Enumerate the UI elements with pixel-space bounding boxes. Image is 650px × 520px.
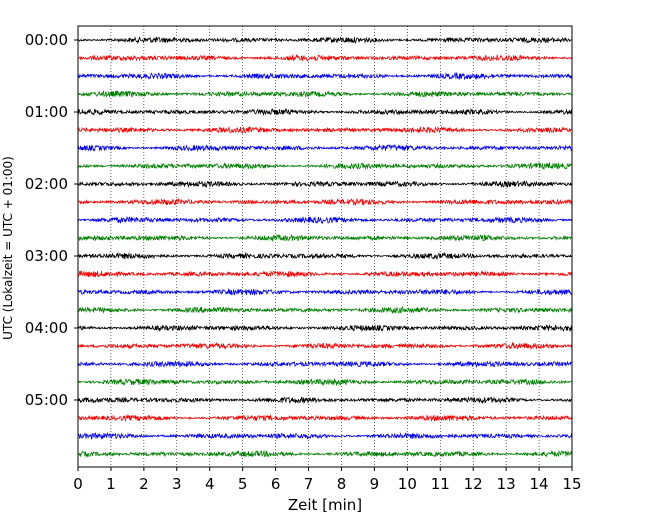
trace-row (77, 71, 573, 81)
trace-row (77, 396, 573, 405)
trace-row (77, 197, 573, 206)
x-tick-label: 3 (172, 475, 182, 493)
trace-row (77, 107, 573, 116)
trace-row (77, 143, 573, 152)
x-tick-label: 5 (238, 475, 248, 493)
trace-lines (77, 36, 573, 458)
x-tick-label: 9 (370, 475, 380, 493)
trace-row (77, 305, 573, 315)
x-tick-label: 10 (398, 475, 417, 493)
plot-frame (77, 25, 573, 468)
trace-row (77, 179, 573, 189)
trace-row (77, 215, 573, 225)
x-tick-label: 15 (562, 475, 581, 493)
trace-row (77, 54, 573, 62)
x-tick-label: 12 (464, 475, 483, 493)
trace-row (77, 161, 573, 171)
y-tick-label: 00:00 (25, 31, 68, 49)
trace-row (77, 90, 573, 99)
x-tick-label: 4 (205, 475, 215, 493)
y-tick-label: 03:00 (25, 247, 68, 265)
x-tick-label: 14 (530, 475, 549, 493)
trace-row (77, 378, 573, 387)
trace-row (77, 251, 573, 261)
y-tick-label: 02:00 (25, 175, 68, 193)
x-tick-label: 7 (304, 475, 314, 493)
trace-row (77, 323, 573, 333)
trace-row (77, 287, 573, 296)
trace-row (77, 431, 573, 440)
x-axis-label: Zeit [min] (288, 496, 362, 514)
y-tick-label: 04:00 (25, 319, 68, 337)
y-ticks: 00:00 01:00 02:00 03:00 04:00 05:00 (25, 31, 78, 409)
y-axis-label: UTC (Lokalzeit = UTC + 01:00) (1, 156, 15, 340)
x-tick-label: 0 (73, 475, 83, 493)
trace-row (77, 233, 573, 242)
x-tick-label: 2 (139, 475, 149, 493)
x-tick-label: 6 (271, 475, 281, 493)
x-tick-label: 11 (431, 475, 450, 493)
trace-row (77, 341, 573, 350)
trace-row (77, 360, 573, 369)
x-tick-label: 8 (337, 475, 347, 493)
trace-row (77, 270, 573, 278)
x-tick-label: 1 (106, 475, 116, 493)
trace-row (77, 125, 573, 134)
y-tick-label: 01:00 (25, 103, 68, 121)
x-tick-label: 13 (497, 475, 516, 493)
trace-row (77, 449, 573, 458)
trace-row (77, 36, 573, 44)
x-ticks: 0 1 2 3 4 5 6 7 8 9 10 11 12 13 14 15 (73, 467, 582, 493)
trace-row (77, 414, 573, 423)
y-tick-label: 05:00 (25, 391, 68, 409)
